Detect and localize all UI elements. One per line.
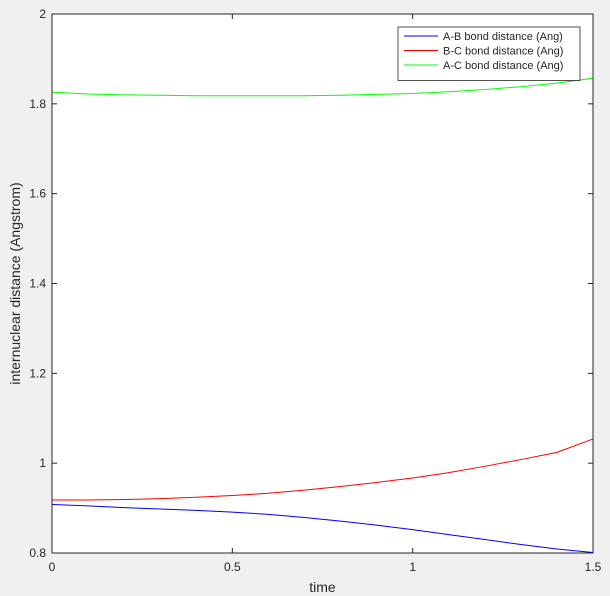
y-tick-label: 1.8 (29, 97, 46, 111)
y-axis-label: internuclear distance (Angstrom) (7, 182, 23, 384)
legend: A-B bond distance (Ang) B-C bond distance… (397, 26, 581, 81)
x-tick-label: 0 (49, 560, 56, 574)
legend-label: A-B bond distance (Ang) (443, 31, 563, 43)
x-tick-label: 1 (409, 560, 416, 574)
y-tick-label: 0.8 (29, 546, 46, 560)
y-tick-label: 1 (39, 456, 46, 470)
x-axis-ticks: 0 0.5 1 1.5 (49, 14, 602, 574)
y-tick-label: 1.6 (29, 187, 46, 201)
series-line-2 (52, 438, 594, 501)
series-line-3 (51, 77, 594, 97)
y-tick-label: 1.2 (29, 366, 46, 380)
x-tick-label: 1.5 (585, 560, 602, 574)
y-tick-label: 2 (39, 7, 46, 21)
y-axis-ticks: 0.8 1 1.2 1.4 1.6 1.8 2 (29, 7, 593, 560)
x-axis-label: time (309, 579, 336, 595)
series-line-1 (51, 503, 594, 554)
y-tick-label: 1.4 (29, 277, 46, 291)
series-lines (51, 77, 594, 554)
legend-label: A-C bond distance (Ang) (443, 60, 563, 72)
legend-label: B-C bond distance (Ang) (443, 46, 563, 58)
x-tick-label: 0.5 (224, 560, 241, 574)
